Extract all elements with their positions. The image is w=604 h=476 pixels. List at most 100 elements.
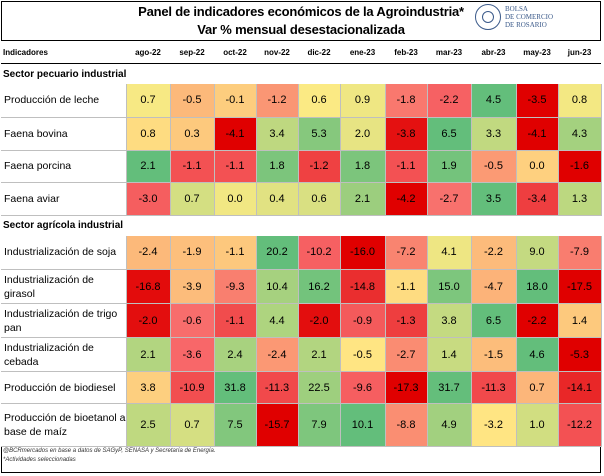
table-row: Producción de leche 0.7 -0.5 -0.1 -1.2 0.6 0.9… bbox=[1, 84, 602, 118]
heat-cell: 2.4 bbox=[214, 337, 257, 372]
heat-cell: 4.5 bbox=[471, 84, 517, 118]
heat-cell: 4.4 bbox=[256, 303, 299, 338]
column-header: may-23 bbox=[516, 40, 558, 64]
heat-cell: 10.1 bbox=[340, 403, 386, 447]
heat-cell: 0.7 bbox=[126, 84, 171, 118]
heat-cell: 3.8 bbox=[126, 371, 171, 404]
heat-cell: 2.1 bbox=[298, 337, 341, 372]
indicators-table: Indicadores ago-22 sep-22 oct-22 nov-22 dic-… bbox=[1, 40, 602, 447]
row-header-label: Indicadores bbox=[1, 40, 126, 64]
heat-cell: 0.0 bbox=[214, 182, 257, 216]
heat-cell: 1.9 bbox=[427, 150, 472, 183]
heat-cell: 0.9 bbox=[340, 84, 386, 118]
heat-cell: -4.1 bbox=[214, 117, 257, 151]
logo-line: DE COMERCIO bbox=[505, 13, 554, 21]
heat-cell: -10.9 bbox=[170, 371, 215, 404]
heat-cell: -2.7 bbox=[427, 182, 472, 216]
heat-cell: -7.2 bbox=[385, 235, 428, 270]
heat-cell: -17.5 bbox=[558, 269, 602, 304]
heat-cell: -4.1 bbox=[516, 117, 559, 151]
heat-cell: -1.2 bbox=[298, 150, 341, 183]
heat-cell: -3.6 bbox=[170, 337, 215, 372]
heat-cell: -3.8 bbox=[385, 117, 428, 151]
table-row: Industrialización de soja -2.4 -1.9 -1.1 20.… bbox=[1, 235, 602, 270]
indicator-label: Faena aviar bbox=[1, 182, 127, 216]
logo-line: BOLSA bbox=[505, 5, 528, 13]
heat-cell: -14.1 bbox=[558, 371, 602, 404]
indicator-label: Industrialización de girasol bbox=[1, 269, 127, 304]
heat-cell: -0.5 bbox=[170, 84, 215, 118]
table-row: Industrialización de cebada 2.1 -3.6 2.4 -2.… bbox=[1, 337, 602, 372]
heat-cell: -1.1 bbox=[214, 235, 257, 270]
heat-cell: 5.3 bbox=[298, 117, 341, 151]
table-body: Sector pecuario industrial Producción de … bbox=[1, 63, 602, 447]
heat-cell: -15.7 bbox=[256, 403, 299, 447]
column-header: oct-22 bbox=[214, 40, 256, 64]
heat-cell: -3.4 bbox=[516, 182, 559, 216]
logo-text: BOLSA DE COMERCIO DE ROSARIO bbox=[505, 5, 553, 29]
heat-cell: -10.2 bbox=[298, 235, 341, 270]
heat-cell: 9.0 bbox=[516, 235, 559, 270]
heat-cell: -5.3 bbox=[558, 337, 602, 372]
section-header-row: Sector agrícola industrial bbox=[1, 214, 601, 236]
heat-cell: -16.8 bbox=[126, 269, 171, 304]
heat-cell: 2.1 bbox=[126, 337, 171, 372]
heat-cell: 15.0 bbox=[427, 269, 472, 304]
heat-cell: 7.9 bbox=[298, 403, 341, 447]
heat-cell: 0.4 bbox=[256, 182, 299, 216]
indicator-label: Faena porcina bbox=[1, 150, 127, 183]
heat-cell: -1.6 bbox=[558, 150, 602, 183]
section-header-row: Sector pecuario industrial bbox=[1, 63, 601, 84]
seal-icon bbox=[475, 4, 501, 30]
bcr-logo: BOLSA DE COMERCIO DE ROSARIO bbox=[473, 3, 601, 35]
heat-cell: -1.2 bbox=[256, 84, 299, 118]
heat-cell: 1.0 bbox=[516, 403, 559, 447]
heat-cell: 6.5 bbox=[427, 117, 472, 151]
heat-cell: -0.9 bbox=[340, 303, 386, 338]
heat-cell: -14.8 bbox=[340, 269, 386, 304]
heat-cell: 2.5 bbox=[126, 403, 171, 447]
table-row: Producción de bioetanol a base de maíz 2.… bbox=[1, 403, 602, 447]
heat-cell: 0.7 bbox=[170, 182, 215, 216]
heat-cell: 4.3 bbox=[558, 117, 602, 151]
footnotes: @BCRmercados en base a datos de SAGyP, S… bbox=[3, 447, 216, 465]
indicator-label: Producción de biodiesel bbox=[1, 371, 127, 404]
indicator-label: Faena bovina bbox=[1, 117, 127, 151]
heat-cell: -0.5 bbox=[471, 150, 517, 183]
heat-cell: 3.5 bbox=[471, 182, 517, 216]
heat-cell: -1.1 bbox=[170, 150, 215, 183]
heat-cell: 10.4 bbox=[256, 269, 299, 304]
heat-cell: 2.1 bbox=[340, 182, 386, 216]
heat-cell: -1.5 bbox=[471, 337, 517, 372]
table-row: Faena porcina 2.1 -1.1 -1.1 1.8 -1.2 1.8 -1.1 1.… bbox=[1, 150, 602, 183]
heat-cell: 3.4 bbox=[256, 117, 299, 151]
heat-cell: -1.1 bbox=[385, 269, 428, 304]
heat-cell: 22.5 bbox=[298, 371, 341, 404]
section-title: Sector agrícola industrial bbox=[1, 214, 601, 236]
heat-cell: 1.4 bbox=[427, 337, 472, 372]
heat-cell: -0.5 bbox=[340, 337, 386, 372]
table-header-row: Indicadores ago-22 sep-22 oct-22 nov-22 dic-… bbox=[1, 40, 601, 64]
heat-cell: -7.9 bbox=[558, 235, 602, 270]
column-header: sep-22 bbox=[170, 40, 214, 64]
heat-cell: 0.7 bbox=[516, 371, 559, 404]
title-block: Panel de indicadores económicos de la Ag… bbox=[1, 1, 601, 41]
heat-cell: -1.1 bbox=[214, 150, 257, 183]
heat-cell: 16.2 bbox=[298, 269, 341, 304]
heat-cell: -2.4 bbox=[126, 235, 171, 270]
heat-cell: 0.3 bbox=[170, 117, 215, 151]
heat-cell: 3.3 bbox=[471, 117, 517, 151]
heat-cell: -4.2 bbox=[385, 182, 428, 216]
column-header: ene-23 bbox=[340, 40, 385, 64]
scope-note: *Actividades seleccionadas bbox=[3, 457, 76, 463]
heat-cell: 4.1 bbox=[427, 235, 472, 270]
table-row: Producción de biodiesel 3.8 -10.9 31.8 -11.3… bbox=[1, 371, 602, 404]
column-header: dic-22 bbox=[298, 40, 340, 64]
column-header: jun-23 bbox=[558, 40, 601, 64]
heat-cell: -0.1 bbox=[214, 84, 257, 118]
table-row: Industrialización de girasol -16.8 -3.9 -9.… bbox=[1, 269, 602, 304]
heat-cell: 0.8 bbox=[558, 84, 602, 118]
heat-cell: 2.1 bbox=[126, 150, 171, 183]
heat-cell: -1.1 bbox=[214, 303, 257, 338]
heat-cell: 4.9 bbox=[427, 403, 472, 447]
